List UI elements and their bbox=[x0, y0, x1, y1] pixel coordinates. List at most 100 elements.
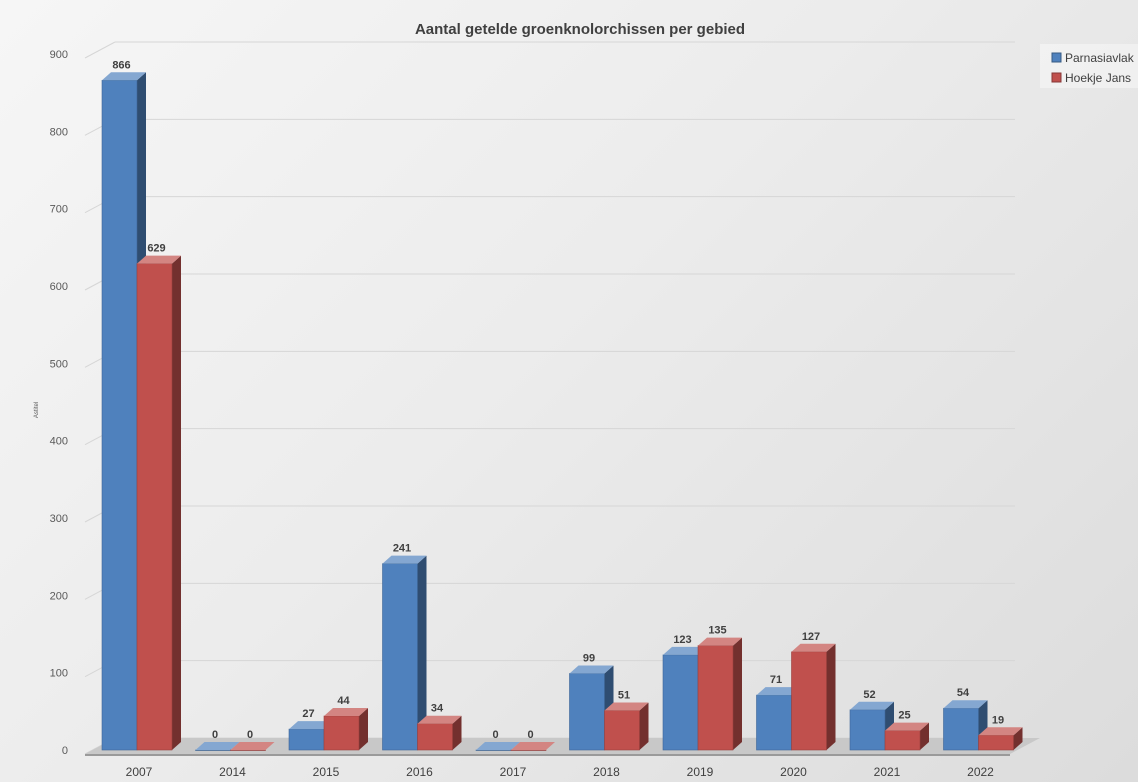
y-tick-label: 800 bbox=[50, 126, 68, 138]
y-tick-label: 100 bbox=[50, 668, 68, 680]
y-axis-ticks: 0 100 200 300 400 500 600 700 800 900 bbox=[50, 49, 68, 757]
data-label: 54 bbox=[957, 687, 970, 699]
bar bbox=[569, 665, 614, 751]
bar-front bbox=[288, 728, 325, 751]
bar-front bbox=[136, 263, 173, 751]
data-label: 99 bbox=[583, 652, 595, 664]
bar-front bbox=[849, 709, 886, 751]
bar bbox=[604, 702, 649, 751]
bar bbox=[884, 722, 929, 751]
bar-top bbox=[756, 687, 801, 696]
bar-top bbox=[885, 722, 929, 731]
data-label: 27 bbox=[302, 708, 314, 720]
bar-top bbox=[137, 255, 181, 264]
bar bbox=[978, 727, 1023, 751]
bar-top bbox=[289, 721, 333, 730]
y-tick-label: 200 bbox=[50, 590, 68, 602]
gridlines bbox=[84, 41, 1015, 755]
bar-front bbox=[382, 563, 418, 751]
data-label: 629 bbox=[147, 243, 165, 255]
data-label: 866 bbox=[112, 59, 130, 71]
bar-front bbox=[884, 730, 921, 751]
x-tick-label: 2014 bbox=[219, 765, 246, 779]
bar-top bbox=[604, 702, 649, 711]
bar-side bbox=[172, 255, 181, 750]
bar bbox=[791, 643, 836, 751]
legend-swatch bbox=[1051, 52, 1062, 63]
x-tick-label: 2015 bbox=[313, 765, 340, 779]
chart-title: Aantal getelde groenknolorchissen per ge… bbox=[415, 21, 745, 38]
data-label: 0 bbox=[492, 729, 498, 741]
bar-top bbox=[943, 700, 988, 709]
bar-side bbox=[826, 643, 836, 750]
bar-front bbox=[697, 645, 734, 751]
x-tick-label: 2021 bbox=[874, 765, 901, 779]
legend-swatch bbox=[1051, 72, 1062, 83]
data-label: 52 bbox=[863, 689, 875, 701]
data-label: 25 bbox=[898, 710, 910, 722]
bar-side bbox=[417, 555, 427, 750]
y-tick-label: 900 bbox=[50, 49, 68, 61]
floor-edge bbox=[85, 754, 1010, 756]
bar bbox=[697, 637, 742, 751]
x-tick-label: 2022 bbox=[967, 765, 994, 779]
bar-front bbox=[978, 735, 1014, 751]
bar-front bbox=[756, 694, 792, 751]
data-label: 44 bbox=[337, 695, 350, 707]
x-tick-label: 2007 bbox=[126, 765, 153, 779]
x-tick-label: 2016 bbox=[406, 765, 433, 779]
bar-top bbox=[230, 742, 275, 750]
bar-side bbox=[920, 722, 929, 750]
x-tick-label: 2019 bbox=[687, 765, 714, 779]
bar-top bbox=[511, 742, 555, 750]
x-tick-label: 2018 bbox=[593, 765, 620, 779]
bar-side bbox=[733, 637, 742, 750]
y-tick-label: 500 bbox=[50, 358, 68, 370]
x-tick-label: 2020 bbox=[780, 765, 807, 779]
bar-front bbox=[230, 749, 266, 751]
data-label: 241 bbox=[393, 543, 411, 555]
data-label: 71 bbox=[770, 674, 782, 686]
data-label: 19 bbox=[992, 714, 1004, 726]
data-label: 34 bbox=[431, 703, 444, 715]
bar-front bbox=[569, 673, 605, 751]
legend-entry: Hoekje Jans bbox=[1065, 71, 1131, 85]
y-tick-label: 0 bbox=[62, 745, 68, 757]
x-axis-ticks: 2007 2014 2015 2016 2017 2018 2019 2020 2021 2022 bbox=[126, 765, 995, 779]
bar-front bbox=[475, 749, 512, 751]
bar-front bbox=[510, 749, 547, 751]
bar-side bbox=[639, 702, 649, 750]
bar-front bbox=[195, 749, 231, 751]
bar-front bbox=[943, 707, 979, 751]
bar bbox=[382, 555, 427, 751]
bar bbox=[230, 742, 275, 751]
data-label: 0 bbox=[247, 729, 253, 741]
bar-top bbox=[382, 555, 427, 564]
bar bbox=[756, 687, 801, 751]
bar-front bbox=[791, 651, 827, 751]
bar-front bbox=[323, 715, 360, 751]
bar-front bbox=[604, 710, 640, 751]
data-label: 123 bbox=[673, 634, 691, 646]
bar-side bbox=[359, 707, 368, 750]
legend-entry: Parnasiavlak bbox=[1065, 51, 1135, 65]
bar-top bbox=[663, 646, 707, 655]
bar-top bbox=[476, 742, 520, 750]
bar-top bbox=[195, 742, 240, 750]
x-tick-label: 2017 bbox=[500, 765, 527, 779]
bar-front bbox=[101, 79, 138, 751]
bar bbox=[323, 707, 368, 751]
bar-top bbox=[324, 707, 368, 716]
bar-top bbox=[850, 701, 894, 710]
bar-front bbox=[662, 654, 699, 751]
gridline-diag bbox=[84, 41, 116, 59]
bar-top bbox=[978, 727, 1023, 736]
bar-top bbox=[569, 665, 614, 674]
data-label: 0 bbox=[212, 729, 218, 741]
bar-side bbox=[452, 715, 462, 750]
data-labels: 866 629 0 0 27 44 241 34 0 0 99 51 123 135 71 127 52 25 54… bbox=[112, 59, 1004, 741]
y-tick-label: 300 bbox=[50, 513, 68, 525]
y-axis-label: Astitel bbox=[34, 402, 40, 418]
